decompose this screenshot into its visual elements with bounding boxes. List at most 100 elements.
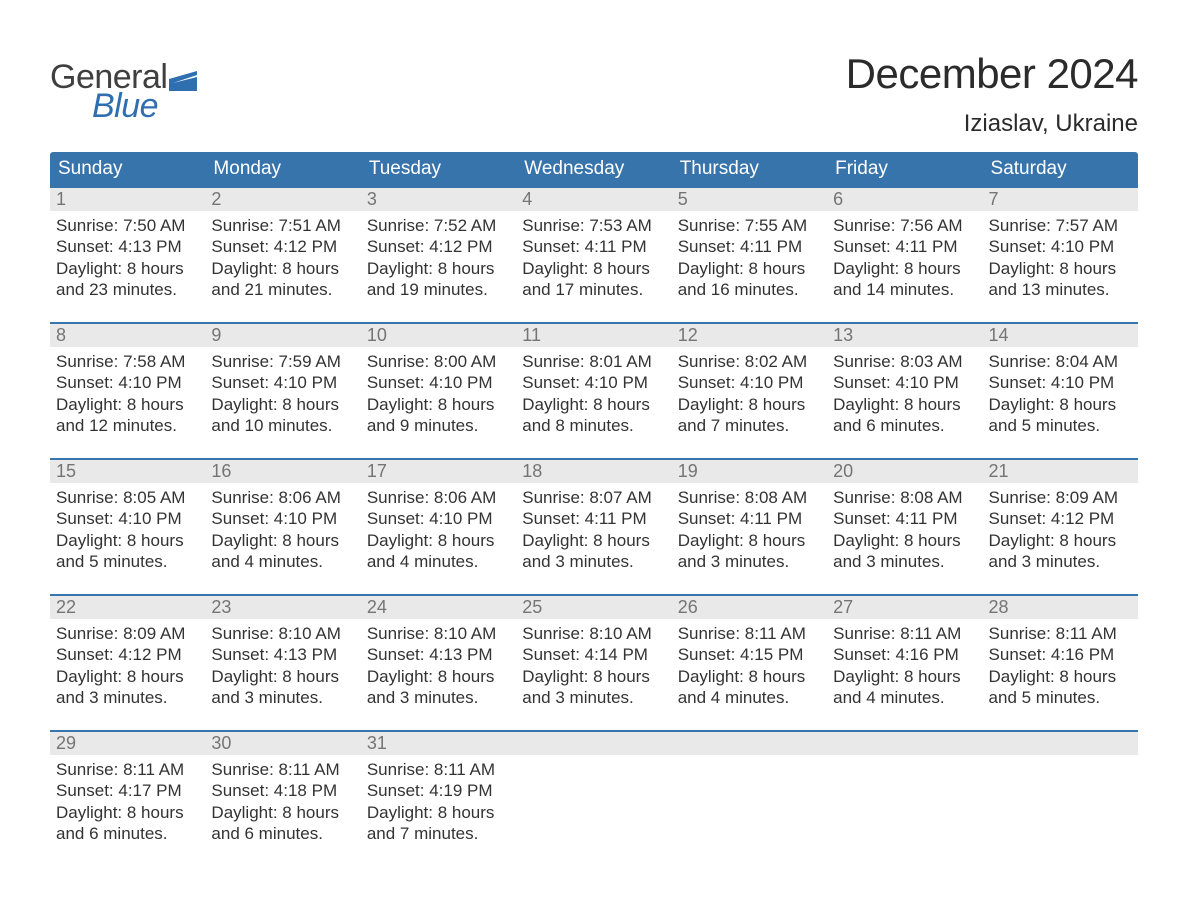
daylight-line-1: Daylight: 8 hours [522,258,665,279]
sunset-line: Sunset: 4:13 PM [56,236,199,257]
daylight-line-2: and 14 minutes. [833,279,976,300]
day-number: 9 [205,324,360,347]
day-cell: Sunrise: 7:55 AMSunset: 4:11 PMDaylight:… [672,211,827,300]
sunset-line: Sunset: 4:11 PM [522,508,665,529]
sunrise-line: Sunrise: 8:00 AM [367,351,510,372]
day-cell: Sunrise: 8:11 AMSunset: 4:16 PMDaylight:… [983,619,1138,708]
sunrise-line: Sunrise: 8:08 AM [678,487,821,508]
daylight-line-2: and 10 minutes. [211,415,354,436]
day-cell: Sunrise: 7:50 AMSunset: 4:13 PMDaylight:… [50,211,205,300]
sunset-line: Sunset: 4:10 PM [56,372,199,393]
daylight-line-2: and 3 minutes. [211,687,354,708]
day-number: 18 [516,460,671,483]
day-number: 4 [516,188,671,211]
week-row: 1234567Sunrise: 7:50 AMSunset: 4:13 PMDa… [50,186,1138,322]
weekday-header: Wednesday [516,152,671,186]
day-number: 12 [672,324,827,347]
day-cell: Sunrise: 8:09 AMSunset: 4:12 PMDaylight:… [983,483,1138,572]
day-cell: Sunrise: 8:04 AMSunset: 4:10 PMDaylight:… [983,347,1138,436]
day-number [827,732,982,755]
location-label: Iziaslav, Ukraine [846,110,1138,138]
day-number: 16 [205,460,360,483]
day-number-strip: 1234567 [50,188,1138,211]
sunrise-line: Sunrise: 8:07 AM [522,487,665,508]
sunset-line: Sunset: 4:10 PM [367,372,510,393]
daylight-line-2: and 6 minutes. [833,415,976,436]
sunrise-line: Sunrise: 8:05 AM [56,487,199,508]
day-number: 7 [983,188,1138,211]
sunrise-line: Sunrise: 8:09 AM [989,487,1132,508]
day-number: 13 [827,324,982,347]
daylight-line-2: and 4 minutes. [678,687,821,708]
sunset-line: Sunset: 4:12 PM [989,508,1132,529]
sunset-line: Sunset: 4:18 PM [211,780,354,801]
day-cell: Sunrise: 8:02 AMSunset: 4:10 PMDaylight:… [672,347,827,436]
day-number: 26 [672,596,827,619]
day-number: 27 [827,596,982,619]
weekday-header: Sunday [50,152,205,186]
day-number: 2 [205,188,360,211]
sunrise-line: Sunrise: 8:11 AM [367,759,510,780]
day-cell: Sunrise: 7:57 AMSunset: 4:10 PMDaylight:… [983,211,1138,300]
daylight-line-2: and 19 minutes. [367,279,510,300]
day-number: 15 [50,460,205,483]
sunrise-line: Sunrise: 7:50 AM [56,215,199,236]
daylight-line-2: and 4 minutes. [367,551,510,572]
sunset-line: Sunset: 4:12 PM [211,236,354,257]
day-cell: Sunrise: 8:06 AMSunset: 4:10 PMDaylight:… [361,483,516,572]
sunset-line: Sunset: 4:13 PM [367,644,510,665]
weekday-header: Saturday [983,152,1138,186]
daylight-line-1: Daylight: 8 hours [989,666,1132,687]
sunset-line: Sunset: 4:10 PM [678,372,821,393]
sunrise-line: Sunrise: 8:11 AM [56,759,199,780]
daylight-line-1: Daylight: 8 hours [211,530,354,551]
daylight-line-1: Daylight: 8 hours [833,666,976,687]
sunset-line: Sunset: 4:10 PM [211,372,354,393]
daylight-line-2: and 9 minutes. [367,415,510,436]
daylight-line-2: and 3 minutes. [522,551,665,572]
daylight-line-2: and 3 minutes. [522,687,665,708]
sunrise-line: Sunrise: 8:04 AM [989,351,1132,372]
sunrise-line: Sunrise: 8:03 AM [833,351,976,372]
day-cell [983,755,1138,844]
sunset-line: Sunset: 4:11 PM [833,236,976,257]
day-cell: Sunrise: 8:07 AMSunset: 4:11 PMDaylight:… [516,483,671,572]
sunset-line: Sunset: 4:19 PM [367,780,510,801]
day-number: 10 [361,324,516,347]
day-cell: Sunrise: 7:52 AMSunset: 4:12 PMDaylight:… [361,211,516,300]
daylight-line-2: and 3 minutes. [678,551,821,572]
daylight-line-2: and 5 minutes. [989,415,1132,436]
daylight-line-1: Daylight: 8 hours [211,394,354,415]
daylight-line-1: Daylight: 8 hours [522,394,665,415]
daylight-line-1: Daylight: 8 hours [522,530,665,551]
sunrise-line: Sunrise: 7:58 AM [56,351,199,372]
day-cell: Sunrise: 8:08 AMSunset: 4:11 PMDaylight:… [827,483,982,572]
daylight-line-2: and 7 minutes. [367,823,510,844]
day-cell: Sunrise: 8:01 AMSunset: 4:10 PMDaylight:… [516,347,671,436]
sunset-line: Sunset: 4:12 PM [56,644,199,665]
weekday-header: Tuesday [361,152,516,186]
daylight-line-1: Daylight: 8 hours [211,666,354,687]
daylight-line-1: Daylight: 8 hours [56,394,199,415]
day-number-strip: 22232425262728 [50,596,1138,619]
sunrise-line: Sunrise: 7:51 AM [211,215,354,236]
daylight-line-1: Daylight: 8 hours [56,530,199,551]
daylight-line-1: Daylight: 8 hours [989,530,1132,551]
sunset-line: Sunset: 4:17 PM [56,780,199,801]
day-cell: Sunrise: 8:10 AMSunset: 4:14 PMDaylight:… [516,619,671,708]
daylight-line-2: and 3 minutes. [989,551,1132,572]
sunrise-line: Sunrise: 7:55 AM [678,215,821,236]
day-cell: Sunrise: 8:11 AMSunset: 4:17 PMDaylight:… [50,755,205,844]
sunrise-line: Sunrise: 8:10 AM [522,623,665,644]
day-cell: Sunrise: 8:10 AMSunset: 4:13 PMDaylight:… [205,619,360,708]
sunrise-line: Sunrise: 8:11 AM [678,623,821,644]
day-number [516,732,671,755]
sunrise-line: Sunrise: 7:52 AM [367,215,510,236]
day-cell: Sunrise: 8:11 AMSunset: 4:15 PMDaylight:… [672,619,827,708]
day-number: 28 [983,596,1138,619]
sunset-line: Sunset: 4:11 PM [678,508,821,529]
weekday-header: Monday [205,152,360,186]
sunset-line: Sunset: 4:16 PM [989,644,1132,665]
day-cell: Sunrise: 8:09 AMSunset: 4:12 PMDaylight:… [50,619,205,708]
sunrise-line: Sunrise: 8:09 AM [56,623,199,644]
